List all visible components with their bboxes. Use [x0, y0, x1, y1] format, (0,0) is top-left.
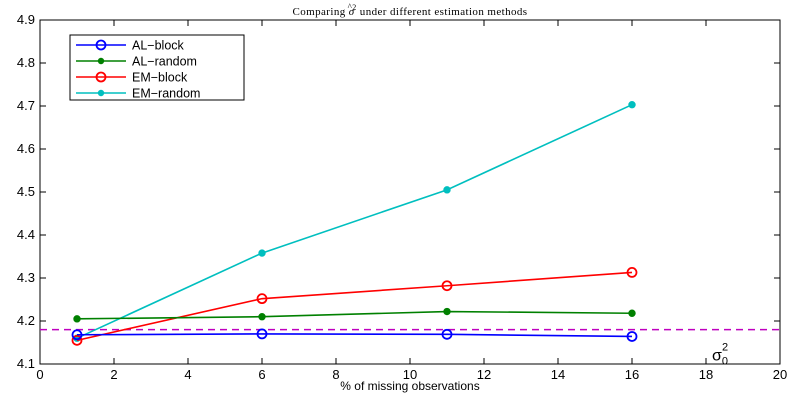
data-point — [71, 334, 83, 346]
data-point — [256, 293, 268, 305]
data-point — [258, 249, 266, 257]
series-em-block — [71, 267, 638, 346]
data-point — [626, 331, 638, 342]
data-point — [441, 280, 453, 292]
series-em-random — [73, 101, 636, 342]
data-point — [441, 328, 453, 340]
legend-label: AL−block — [132, 39, 185, 53]
legend-swatch-marker — [97, 89, 105, 97]
data-point — [256, 328, 268, 340]
series-line — [76, 333, 633, 338]
series-line — [76, 271, 633, 342]
legend-label: EM−block — [132, 71, 188, 85]
legend-swatch-marker — [95, 71, 107, 83]
legend-box — [69, 34, 245, 101]
legend: AL−block AL−random EM−block EM−random — [69, 34, 245, 101]
legend-entry: AL−block — [76, 39, 185, 53]
y-tick-label: 4.7 — [17, 98, 35, 113]
x-tick-label: 4 — [184, 367, 191, 382]
title-text-before: Comparing — [293, 6, 349, 18]
axes: 0 2 4 6 8 10 12 14 16 18 204.14.24.34.44.54.64.74.… — [17, 12, 787, 382]
title-hat-mark: ^ — [348, 2, 353, 12]
title-superscript: 2 — [352, 3, 356, 12]
x-tick-label: 6 — [258, 367, 265, 382]
y-tick-label: 4.8 — [17, 55, 35, 70]
title-sigma-symbol: σ — [349, 6, 355, 18]
sigma0-symbol: σ — [712, 348, 722, 365]
sigma0-label: σ0 2 — [712, 342, 728, 368]
y-tick-label: 4.2 — [17, 313, 35, 328]
y-tick-label: 4.1 — [17, 356, 35, 371]
x-tick-label: 12 — [477, 367, 491, 382]
data-point — [628, 101, 636, 109]
y-tick-label: 4.5 — [17, 184, 35, 199]
data-point — [71, 329, 83, 341]
chart-title: Comparing σ^2 under different estimation… — [293, 2, 528, 18]
series-al-random — [73, 307, 636, 323]
legend-label: AL−random — [132, 55, 197, 69]
data-point — [443, 186, 451, 194]
x-tick-label: 10 — [403, 367, 417, 382]
data-point — [628, 309, 636, 317]
sigma0-subscript: 0 — [722, 356, 728, 368]
series-line — [76, 103, 633, 339]
data-point — [443, 307, 451, 316]
x-tick-label: 8 — [332, 367, 339, 382]
legend-swatch-marker — [97, 57, 105, 65]
legend-label: EM−random — [132, 87, 200, 101]
x-tick-label: 0 — [36, 367, 43, 382]
x-tick-label: 20 — [773, 367, 787, 382]
data-point — [258, 313, 266, 321]
sigma0-superscript: 2 — [722, 342, 728, 354]
series-line — [76, 310, 633, 320]
y-tick-label: 4.4 — [17, 227, 35, 242]
x-tick-label: 18 — [699, 367, 713, 382]
legend-entry: EM−random — [76, 87, 200, 101]
series-al-block — [71, 328, 638, 342]
series-group — [71, 101, 638, 346]
x-tick-label: 16 — [625, 367, 639, 382]
y-tick-label: 4.6 — [17, 141, 35, 156]
y-tick-label: 4.3 — [17, 270, 35, 285]
x-tick-label: 14 — [551, 367, 565, 382]
title-text-after: under different estimation methods — [357, 6, 528, 18]
x-tick-label: 2 — [110, 367, 117, 382]
reference-line-group: σ0 2 — [40, 328, 780, 368]
legend-swatch-marker — [95, 39, 107, 51]
legend-entry: AL−random — [76, 55, 197, 69]
legend-entry: EM−block — [76, 71, 188, 85]
data-point — [626, 267, 638, 278]
data-point — [73, 315, 81, 323]
x-axis-label: % of missing observations — [340, 379, 479, 393]
y-tick-label: 4.9 — [17, 12, 35, 27]
